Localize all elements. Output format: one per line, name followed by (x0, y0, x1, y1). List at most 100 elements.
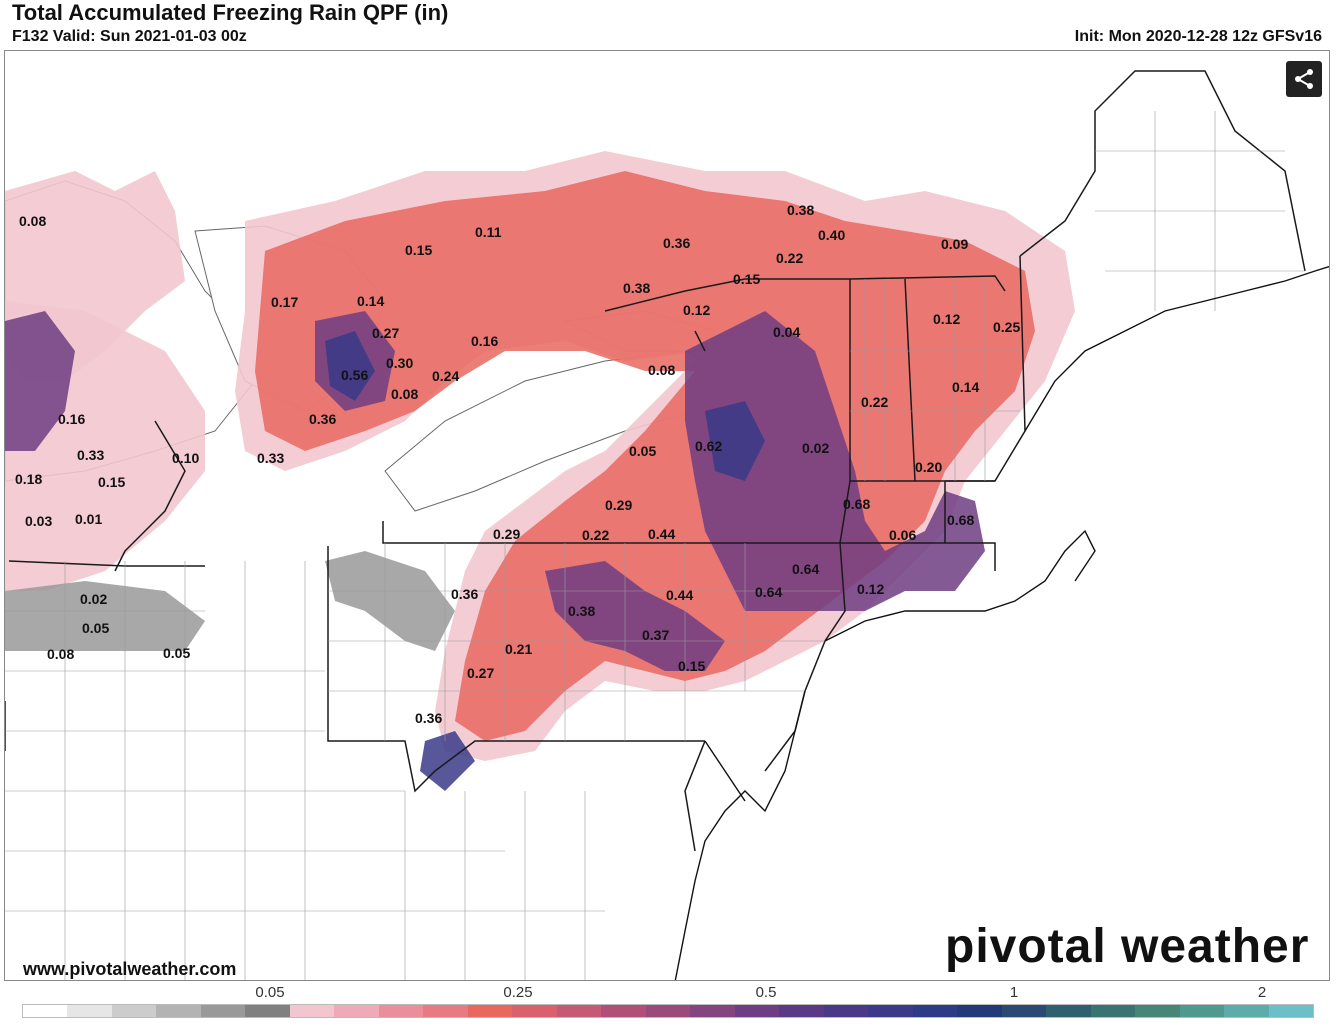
value-label: 0.33 (257, 450, 284, 466)
color-scale-swatch (734, 1005, 780, 1017)
shading-gray (325, 551, 455, 651)
color-scale-swatch (1001, 1005, 1047, 1017)
color-scale-swatch (378, 1005, 424, 1017)
value-label: 0.30 (386, 355, 413, 371)
value-label: 0.38 (623, 280, 650, 296)
value-label: 0.08 (47, 646, 74, 662)
color-scale-swatch (690, 1005, 735, 1017)
value-label: 0.27 (467, 665, 494, 681)
share-button[interactable] (1286, 61, 1322, 97)
value-label: 0.14 (357, 293, 384, 309)
value-label: 0.18 (15, 471, 42, 487)
value-label: 0.22 (582, 527, 609, 543)
shading-dark (5, 311, 75, 451)
value-labels: 0.08 0.11 0.38 0.40 0.36 0.22 0.09 0.15 … (15, 202, 1020, 726)
value-label: 0.14 (952, 379, 979, 395)
color-scale-swatch (823, 1005, 869, 1017)
color-scale-swatch (156, 1005, 201, 1017)
value-label: 0.08 (648, 362, 675, 378)
value-label: 0.36 (663, 235, 690, 251)
shading-dark (545, 561, 725, 671)
value-label: 0.03 (25, 513, 52, 529)
color-scale-tick-label: 2 (1257, 984, 1267, 1001)
value-label: 0.38 (787, 202, 814, 218)
color-scale-swatch (67, 1005, 112, 1017)
value-label: 0.29 (493, 526, 520, 542)
value-label: 0.12 (683, 302, 710, 318)
value-label: 0.38 (568, 603, 595, 619)
value-label: 0.40 (818, 227, 845, 243)
state-boundaries (5, 70, 1306, 852)
color-scale-swatch (645, 1005, 691, 1017)
color-scale-swatch (556, 1005, 602, 1017)
color-scale-swatch (1135, 1005, 1180, 1017)
color-scale-swatch (779, 1005, 824, 1017)
value-label: 0.08 (19, 213, 46, 229)
value-label: 0.36 (451, 586, 478, 602)
value-label: 0.01 (75, 511, 102, 527)
valid-time: F132 Valid: Sun 2021-01-03 00z (12, 28, 247, 45)
website-watermark: www.pivotalweather.com (23, 959, 237, 979)
value-label: 0.27 (372, 325, 399, 341)
color-scale-tick-label: 0.05 (255, 984, 285, 1001)
value-label: 0.06 (889, 527, 916, 543)
value-label: 0.02 (80, 591, 107, 607)
color-scale-swatch (512, 1005, 557, 1017)
value-label: 0.62 (695, 438, 722, 454)
color-scale-tick-label: 0.25 (503, 984, 533, 1001)
value-label: 0.44 (666, 587, 693, 603)
shading-gray (5, 581, 205, 651)
value-label: 0.64 (755, 584, 782, 600)
shading-dark (685, 311, 985, 611)
value-label: 0.15 (405, 242, 432, 258)
value-label: 0.36 (309, 411, 336, 427)
map-svg: 0.08 0.11 0.38 0.40 0.36 0.22 0.09 0.15 … (5, 70, 1329, 980)
color-scale-tick-label: 0.5 (755, 984, 777, 1001)
color-scale-swatch (423, 1005, 468, 1017)
value-label: 0.29 (605, 497, 632, 513)
county-boundaries (5, 111, 1305, 980)
color-scale-swatch (868, 1005, 913, 1017)
value-label: 0.68 (947, 512, 974, 528)
value-label: 0.56 (341, 367, 368, 383)
color-scale-swatch (334, 1005, 379, 1017)
color-scale-swatch (1046, 1005, 1091, 1017)
pivotal-weather-logo: pivotal weather (945, 920, 1310, 973)
value-label: 0.21 (505, 641, 532, 657)
value-label: 0.08 (391, 386, 418, 402)
value-label: 0.05 (629, 443, 656, 459)
shading-deep (325, 331, 375, 401)
value-label: 0.02 (802, 440, 829, 456)
value-label: 0.05 (82, 620, 109, 636)
color-scale-swatch (23, 1005, 68, 1017)
color-scale-swatch (1179, 1005, 1225, 1017)
color-scale-swatch (289, 1005, 335, 1017)
value-label: 0.24 (432, 368, 459, 384)
value-label: 0.09 (941, 236, 968, 252)
color-scale-swatch (245, 1005, 290, 1017)
share-icon (1295, 69, 1313, 89)
color-scale-swatch (1224, 1005, 1269, 1017)
value-label: 0.25 (993, 319, 1020, 335)
value-label: 0.15 (733, 271, 760, 287)
value-label: 0.64 (792, 561, 819, 577)
shading-deep (705, 401, 765, 481)
value-label: 0.68 (843, 496, 870, 512)
map-title: Total Accumulated Freezing Rain QPF (in) (12, 0, 449, 25)
value-label: 0.22 (861, 394, 888, 410)
value-label: 0.22 (776, 250, 803, 266)
value-label: 0.15 (98, 474, 125, 490)
color-scale-bar (22, 1004, 1314, 1018)
shading-mid (255, 171, 1035, 741)
value-label: 0.16 (471, 333, 498, 349)
coastline (674, 265, 1329, 980)
value-label: 0.17 (271, 294, 298, 310)
value-label: 0.05 (163, 645, 190, 661)
value-label: 0.16 (58, 411, 85, 427)
value-label: 0.15 (678, 658, 705, 674)
color-scale-swatch (957, 1005, 1002, 1017)
value-label: 0.20 (915, 459, 942, 475)
color-scale-swatch (1090, 1005, 1136, 1017)
map-area[interactable]: 0.08 0.11 0.38 0.40 0.36 0.22 0.09 0.15 … (4, 50, 1330, 981)
value-label: 0.04 (773, 324, 800, 340)
